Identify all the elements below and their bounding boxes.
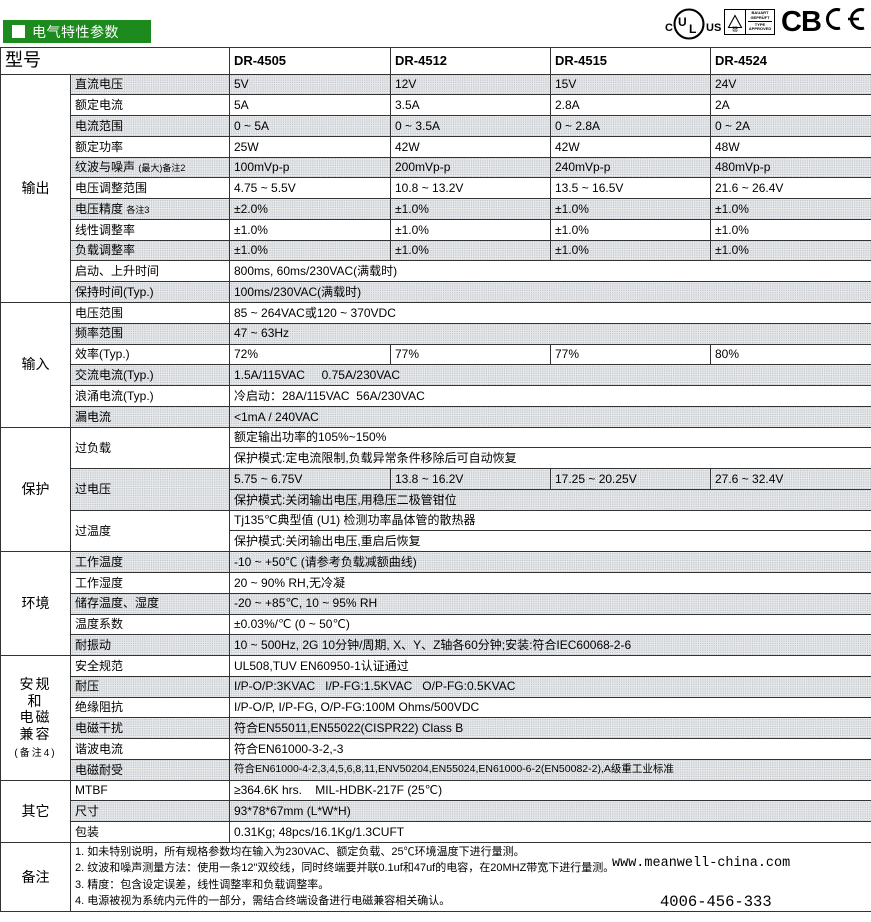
svg-text:C: C xyxy=(665,22,673,34)
svg-text:L: L xyxy=(689,22,696,36)
svg-text:US: US xyxy=(706,22,721,34)
svg-text:U: U xyxy=(678,15,687,29)
